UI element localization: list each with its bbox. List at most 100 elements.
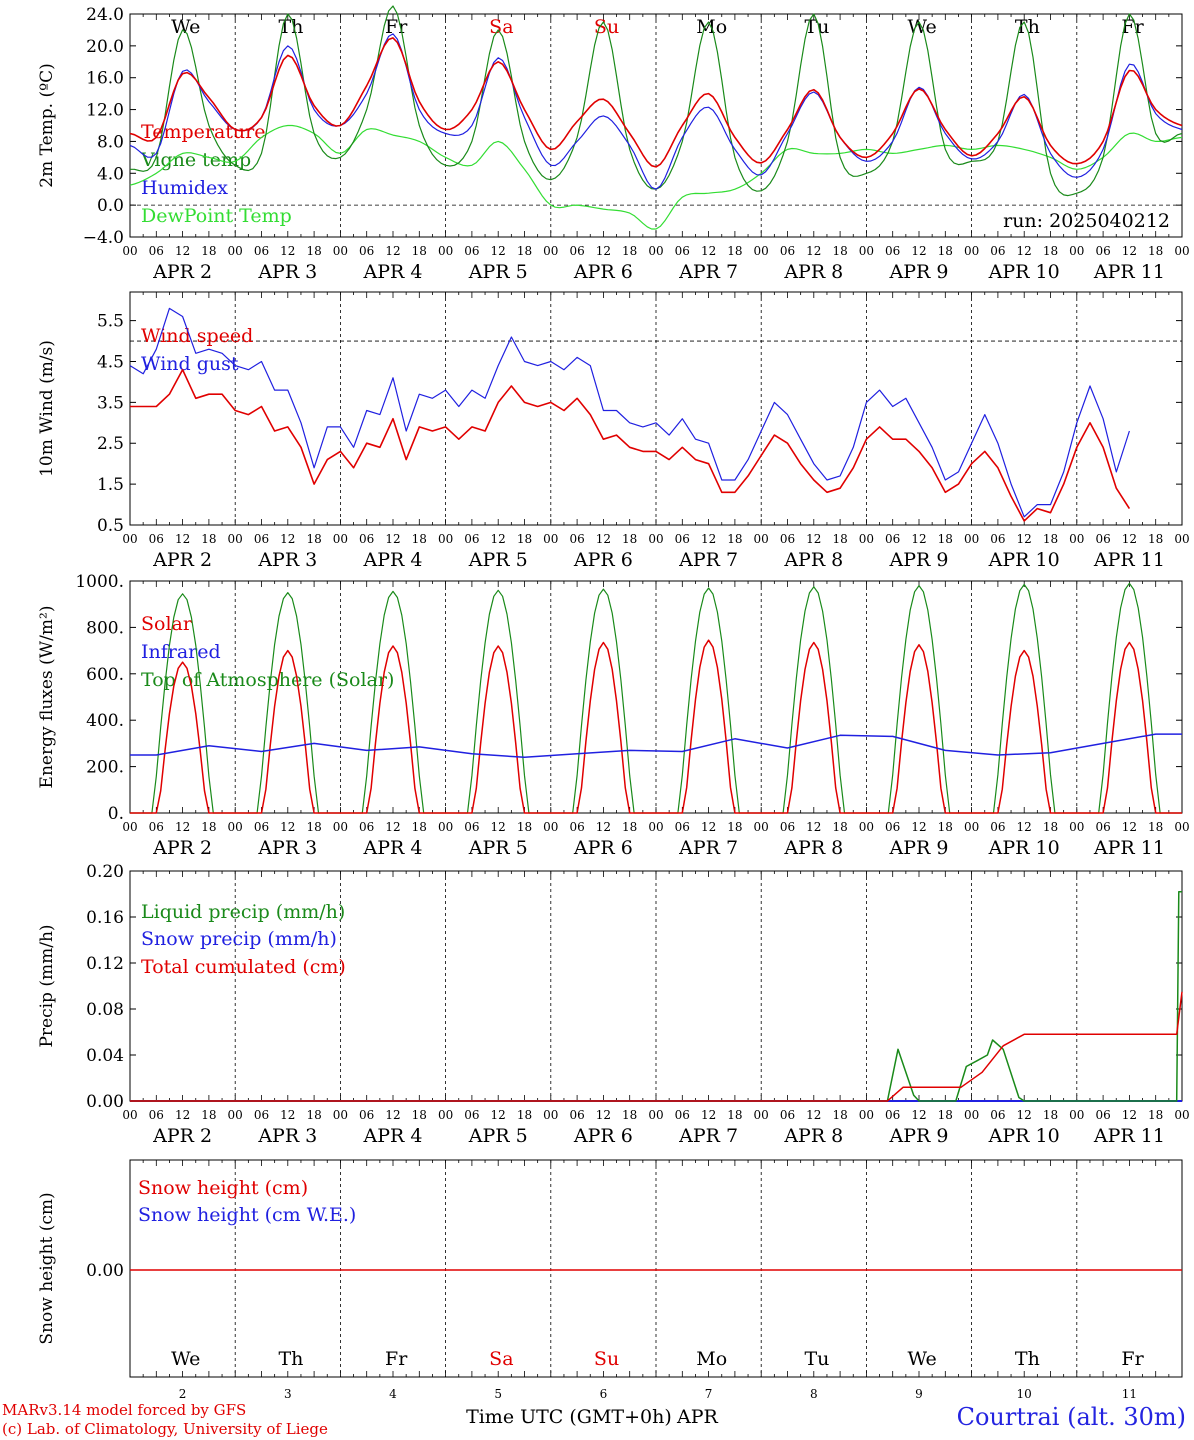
- hour-tick-label: 12: [596, 532, 611, 546]
- hour-tick-label: 18: [938, 532, 953, 546]
- day-name: Mo: [696, 1348, 727, 1370]
- y-axis-label: Precip (mm/h): [37, 924, 57, 1047]
- legend-entry: Humidex: [141, 177, 228, 199]
- y-tick-label: 0.: [108, 804, 124, 824]
- y-tick-label: 0.5: [97, 516, 124, 536]
- hour-tick-label: 00: [1069, 532, 1084, 546]
- legend-entry: Wind speed: [141, 325, 253, 347]
- hour-tick-label: 12: [1122, 1108, 1137, 1122]
- hour-tick-label: 12: [280, 532, 295, 546]
- hour-tick-label: 00: [964, 820, 979, 834]
- hour-tick-label: 06: [149, 244, 164, 258]
- y-tick-label: 2.5: [97, 434, 124, 454]
- hour-tick-label: 06: [464, 532, 479, 546]
- hour-tick-label: 18: [306, 244, 321, 258]
- date-label: APR 8: [783, 1125, 843, 1147]
- day-name: We: [171, 1348, 200, 1370]
- legend-entry: Snow height (cm W.E.): [138, 1204, 356, 1226]
- date-label: APR 10: [988, 549, 1060, 571]
- hour-tick-label: 06: [675, 820, 690, 834]
- hour-tick-label: 00: [438, 820, 453, 834]
- day-number: 9: [915, 1387, 923, 1401]
- date-label: APR 2: [152, 1125, 212, 1147]
- day-number: 6: [600, 1387, 608, 1401]
- y-tick-label: 600.: [86, 665, 124, 685]
- date-label: APR 5: [468, 837, 528, 859]
- day-number: 7: [705, 1387, 713, 1401]
- day-name: Fr: [385, 16, 408, 38]
- hour-tick-label: 12: [175, 244, 190, 258]
- day-name: Th: [1015, 16, 1040, 38]
- wind-series-line: [130, 368, 1131, 522]
- hour-tick-label: 00: [333, 532, 348, 546]
- date-label: APR 11: [1093, 837, 1165, 859]
- hour-tick-label: 06: [149, 820, 164, 834]
- hour-tick-label: 12: [806, 532, 821, 546]
- date-label: APR 9: [889, 549, 949, 571]
- hour-tick-label: 00: [438, 1108, 453, 1122]
- hour-tick-label: 12: [596, 1108, 611, 1122]
- hour-tick-label: 18: [517, 244, 532, 258]
- hour-tick-label: 18: [832, 244, 847, 258]
- hour-tick-label: 18: [201, 244, 216, 258]
- hour-tick-label: 00: [1174, 1108, 1189, 1122]
- hour-tick-label: 18: [1148, 532, 1163, 546]
- hour-tick-label: 00: [122, 1108, 137, 1122]
- hour-tick-label: 06: [464, 1108, 479, 1122]
- legend-entry: Solar: [141, 613, 193, 635]
- date-label: APR 4: [363, 837, 423, 859]
- hour-tick-label: 00: [122, 244, 137, 258]
- y-tick-label: 0.0: [97, 196, 124, 216]
- day-name: Sa: [489, 16, 513, 38]
- hour-tick-label: 06: [780, 820, 795, 834]
- hour-tick-label: 00: [122, 532, 137, 546]
- y-tick-label: 200.: [86, 758, 124, 778]
- date-label: APR 7: [678, 261, 738, 283]
- hour-tick-label: 06: [359, 1108, 374, 1122]
- hour-tick-label: 18: [1043, 1108, 1058, 1122]
- hour-tick-label: 06: [1095, 532, 1110, 546]
- day-name: Tu: [804, 1348, 829, 1370]
- day-name: Fr: [1121, 16, 1144, 38]
- hour-tick-label: 06: [1095, 1108, 1110, 1122]
- hour-tick-label: 00: [859, 244, 874, 258]
- hour-tick-label: 18: [412, 244, 427, 258]
- hour-tick-label: 12: [1122, 820, 1137, 834]
- hour-tick-label: 18: [306, 820, 321, 834]
- date-label: APR 11: [1093, 1125, 1165, 1147]
- date-label: APR 10: [988, 261, 1060, 283]
- hour-tick-label: 00: [754, 820, 769, 834]
- day-number: 10: [1017, 1387, 1032, 1401]
- date-label: APR 9: [889, 1125, 949, 1147]
- hour-tick-label: 06: [675, 244, 690, 258]
- date-label: APR 2: [152, 549, 212, 571]
- y-axis-label: 2m Temp. (ºC): [37, 63, 57, 188]
- y-axis-label: Snow height (cm): [37, 1192, 57, 1344]
- day-name: Th: [278, 1348, 303, 1370]
- hour-tick-label: 18: [622, 532, 637, 546]
- hour-tick-label: 18: [938, 244, 953, 258]
- hour-tick-label: 06: [675, 532, 690, 546]
- hour-tick-label: 00: [333, 1108, 348, 1122]
- y-tick-label: 0.04: [86, 1046, 124, 1066]
- day-number: 8: [810, 1387, 818, 1401]
- hour-tick-label: 12: [911, 244, 926, 258]
- hour-tick-label: 06: [885, 244, 900, 258]
- hour-tick-label: 18: [201, 820, 216, 834]
- hour-tick-label: 12: [1017, 244, 1032, 258]
- hour-tick-label: 18: [201, 1108, 216, 1122]
- hour-tick-label: 06: [569, 244, 584, 258]
- infrared-line: [130, 733, 1182, 759]
- hour-tick-label: 12: [175, 1108, 190, 1122]
- hour-tick-label: 00: [754, 1108, 769, 1122]
- hour-tick-label: 06: [1095, 244, 1110, 258]
- hour-tick-label: 18: [412, 532, 427, 546]
- hour-tick-label: 18: [517, 1108, 532, 1122]
- precip-series-line: [130, 890, 1182, 1102]
- y-tick-label: 800.: [86, 618, 124, 638]
- date-label: APR 8: [783, 261, 843, 283]
- hour-tick-label: 06: [149, 532, 164, 546]
- y-tick-label: 400.: [86, 711, 124, 731]
- hour-tick-label: 00: [1069, 1108, 1084, 1122]
- hour-tick-label: 00: [543, 244, 558, 258]
